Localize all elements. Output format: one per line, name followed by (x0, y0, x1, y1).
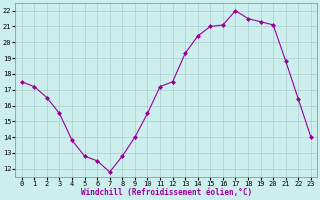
X-axis label: Windchill (Refroidissement éolien,°C): Windchill (Refroidissement éolien,°C) (81, 188, 252, 197)
